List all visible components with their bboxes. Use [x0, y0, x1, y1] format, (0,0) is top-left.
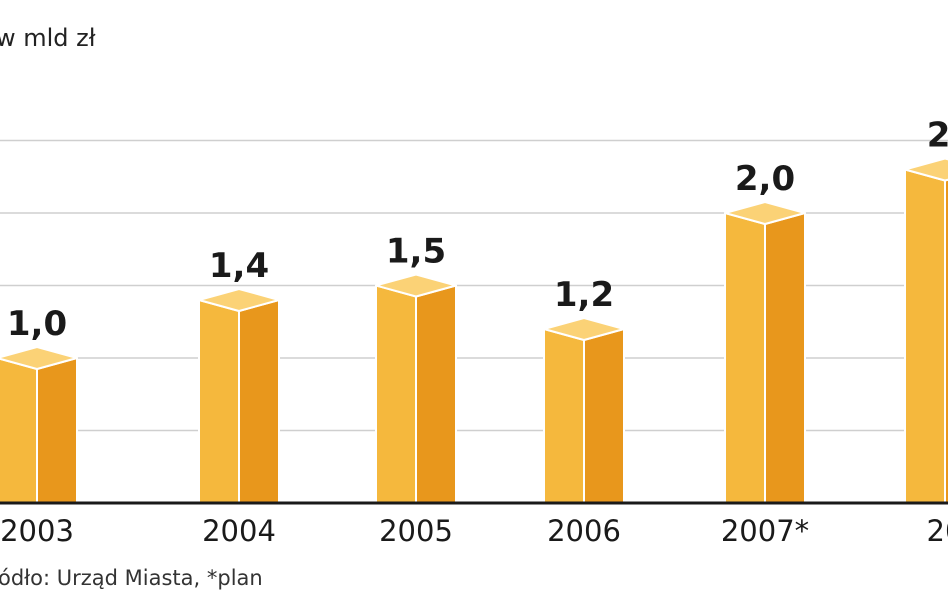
bar-20	[904, 157, 948, 504]
bar-top-face	[904, 157, 948, 182]
bar-front-face	[198, 299, 240, 504]
bar-top-face	[543, 317, 625, 341]
bar-side-face	[36, 357, 78, 504]
bar-front-face	[904, 168, 946, 504]
bar-side-face	[583, 328, 625, 504]
value-label-2003: 1,0	[7, 304, 67, 344]
x-tick-labels: 2003 2004 2005 2006 2007* 20	[0, 514, 948, 548]
value-label-20: 2,	[927, 116, 948, 156]
bar-2003	[0, 346, 78, 504]
value-label-2006: 1,2	[554, 275, 614, 315]
bar-front-face	[375, 284, 417, 504]
x-tick-2004: 2004	[202, 514, 276, 548]
value-label-2007*: 2,0	[735, 159, 795, 199]
bar-top-face	[198, 288, 280, 312]
value-label-2004: 1,4	[209, 246, 269, 286]
bar-2004	[198, 288, 280, 504]
bar-2005	[375, 273, 457, 504]
bar-front-face	[0, 357, 38, 504]
x-tick-20: 20	[927, 514, 948, 548]
bar-top-face	[0, 346, 78, 370]
bar-side-face	[415, 284, 457, 504]
bar-side-face	[944, 178, 948, 504]
unit-label: w mld zł	[0, 24, 96, 52]
bar-front-face	[543, 328, 585, 504]
bar-front-face	[724, 212, 766, 504]
x-tick-2005: 2005	[379, 514, 453, 548]
bar-side-face	[764, 212, 806, 504]
x-tick-2006: 2006	[547, 514, 621, 548]
bar-side-face	[238, 299, 280, 504]
bar-2006	[543, 317, 625, 504]
x-tick-2003: 2003	[0, 514, 74, 548]
bar-top-face	[724, 201, 806, 225]
x-tick-2007*: 2007*	[721, 514, 809, 548]
bars: 1,0 1,4 1,5 1,2 2,0 2,	[0, 116, 948, 504]
value-label-2005: 1,5	[386, 232, 446, 272]
bar-2007*	[724, 201, 806, 504]
bar-top-face	[375, 273, 457, 298]
source-note: ódło: Urząd Miasta, *plan	[0, 566, 263, 590]
